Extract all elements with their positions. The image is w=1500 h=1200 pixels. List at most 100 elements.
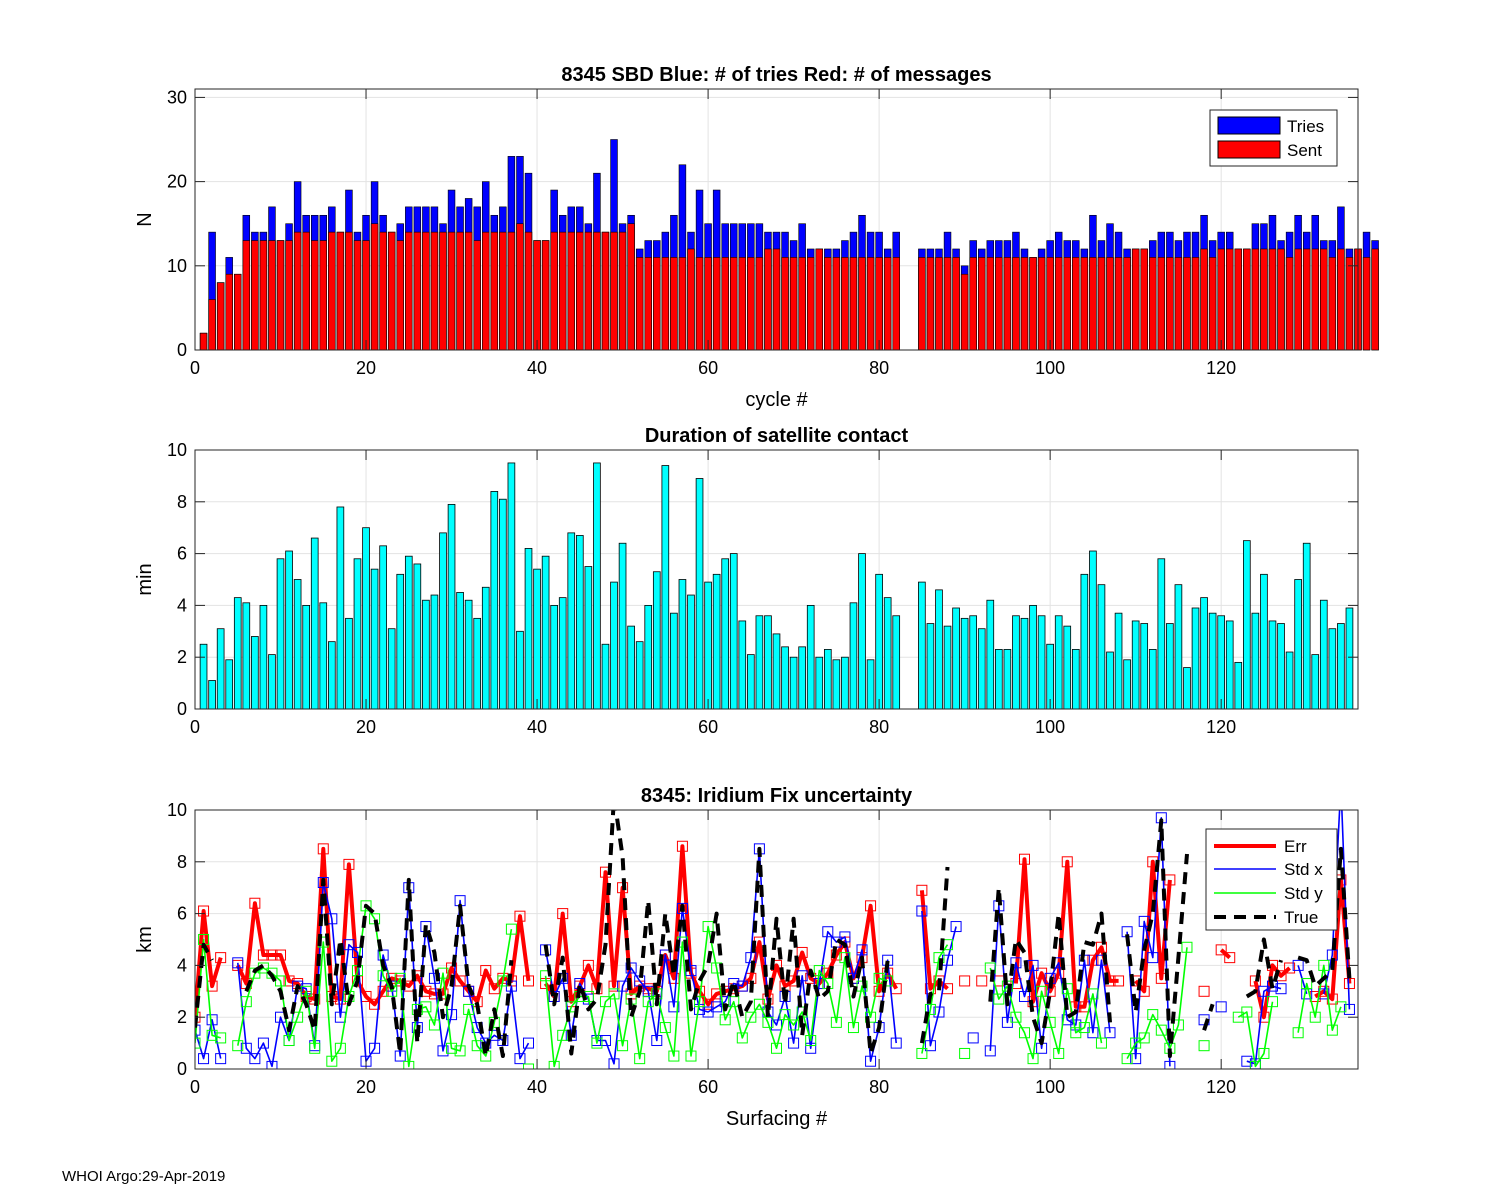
chart-panel-1: 0 20 40 60 80 100 120 0 10 20 30 8345 SBD Blue: # o… bbox=[134, 64, 1379, 411]
duration-bar bbox=[199, 643, 208, 710]
legend: Tries Sent bbox=[1209, 109, 1338, 167]
duration-bar bbox=[635, 641, 644, 710]
duration-bar bbox=[242, 602, 251, 710]
sent-bar bbox=[345, 231, 353, 351]
true-line bbox=[1297, 846, 1352, 989]
duration-bar bbox=[935, 589, 943, 710]
duration-bar bbox=[661, 465, 670, 710]
std-y-marker bbox=[1138, 1032, 1150, 1044]
duration-bar bbox=[815, 656, 824, 710]
sent-bar bbox=[695, 257, 704, 351]
x-tick-label: 100 bbox=[1035, 717, 1065, 737]
legend-label-std-y: Std y bbox=[1284, 884, 1323, 903]
std-x-marker bbox=[822, 926, 834, 938]
sent-bar bbox=[755, 257, 764, 351]
duration-bar bbox=[567, 532, 576, 710]
sent-bar bbox=[1054, 257, 1063, 351]
x-tick-label: 60 bbox=[698, 358, 718, 378]
sent-bar bbox=[328, 231, 336, 351]
sent-bar bbox=[704, 257, 712, 351]
duration-bar bbox=[1089, 550, 1097, 710]
sent-bar bbox=[242, 240, 251, 351]
duration-bar bbox=[208, 680, 216, 710]
sent-bar bbox=[1345, 257, 1354, 351]
sent-bar bbox=[678, 257, 687, 351]
duration-bar bbox=[430, 594, 439, 710]
std-x-marker bbox=[1275, 983, 1287, 995]
duration-bar bbox=[1311, 654, 1320, 710]
std-x-marker bbox=[1215, 1001, 1227, 1013]
std-y-marker bbox=[215, 1032, 227, 1044]
duration-bar bbox=[396, 573, 405, 710]
sent-bar bbox=[1277, 248, 1285, 351]
err-marker bbox=[266, 949, 278, 961]
sent-bar bbox=[576, 231, 584, 351]
std-x-marker bbox=[240, 1042, 252, 1054]
sent-bar bbox=[960, 273, 969, 351]
err-line bbox=[1219, 948, 1232, 960]
std-y-marker bbox=[1121, 1053, 1133, 1065]
duration-bar bbox=[627, 625, 635, 710]
sent-bar bbox=[986, 257, 995, 351]
std-x-marker bbox=[232, 957, 244, 969]
sent-bar bbox=[234, 273, 242, 351]
y-axis-label: min bbox=[134, 563, 156, 595]
duration-bar bbox=[1123, 659, 1131, 710]
sent-bar bbox=[216, 282, 225, 351]
sent-bar bbox=[259, 240, 268, 351]
duration-bar bbox=[1157, 558, 1166, 710]
std-y-marker bbox=[1181, 941, 1193, 953]
sent-bar bbox=[841, 257, 849, 351]
err-line bbox=[1253, 963, 1291, 1020]
err-marker bbox=[454, 975, 466, 987]
duration-bar bbox=[610, 581, 618, 710]
std-x-marker bbox=[984, 1045, 996, 1057]
duration-bar bbox=[1029, 605, 1037, 710]
duration-bar bbox=[404, 555, 413, 710]
sent-bar bbox=[798, 257, 806, 351]
plot-content bbox=[199, 462, 1354, 710]
duration-bar bbox=[858, 553, 866, 710]
std-x-marker bbox=[865, 1055, 877, 1067]
sent-bar bbox=[1037, 257, 1046, 351]
err-marker bbox=[582, 959, 594, 971]
duration-bar bbox=[1243, 540, 1251, 710]
std-x-marker bbox=[651, 1035, 663, 1047]
std-y-marker bbox=[984, 962, 996, 974]
err-line bbox=[235, 846, 531, 1007]
duration-bar bbox=[379, 545, 387, 710]
x-tick-label: 0 bbox=[190, 717, 200, 737]
std-x-marker bbox=[437, 1045, 449, 1057]
sent-bar bbox=[1097, 257, 1106, 351]
sent-bar bbox=[1320, 248, 1328, 351]
duration-bar bbox=[1294, 579, 1302, 710]
std-y-marker bbox=[1078, 1022, 1090, 1034]
std-y-marker bbox=[659, 1022, 671, 1034]
err-marker bbox=[215, 952, 227, 964]
sent-bar bbox=[208, 299, 216, 351]
std-y-marker bbox=[634, 1053, 646, 1065]
duration-bar bbox=[995, 649, 1003, 710]
std-y-marker bbox=[771, 1042, 782, 1054]
std-y-line bbox=[921, 944, 949, 1054]
std-y-marker bbox=[232, 1040, 244, 1052]
sent-bar bbox=[1089, 257, 1097, 351]
std-y-line bbox=[237, 905, 513, 1068]
duration-bar bbox=[302, 605, 310, 710]
legend: Err Std x Std y True bbox=[1205, 828, 1338, 931]
duration-bar bbox=[593, 462, 601, 710]
sent-bar bbox=[978, 257, 986, 351]
duration-bar bbox=[960, 617, 969, 710]
duration-bar bbox=[507, 462, 516, 710]
duration-bar bbox=[456, 592, 464, 710]
std-y-marker bbox=[728, 996, 740, 1008]
std-y-marker bbox=[446, 1042, 458, 1054]
std-y-marker bbox=[753, 998, 765, 1010]
sent-bar bbox=[952, 257, 960, 351]
y-axis-label: N bbox=[134, 212, 156, 226]
sent-bar bbox=[1123, 257, 1131, 351]
duration-bar bbox=[293, 579, 302, 710]
duration-bar bbox=[584, 566, 593, 710]
std-x-marker bbox=[257, 1037, 269, 1049]
std-y-marker bbox=[685, 1050, 697, 1062]
